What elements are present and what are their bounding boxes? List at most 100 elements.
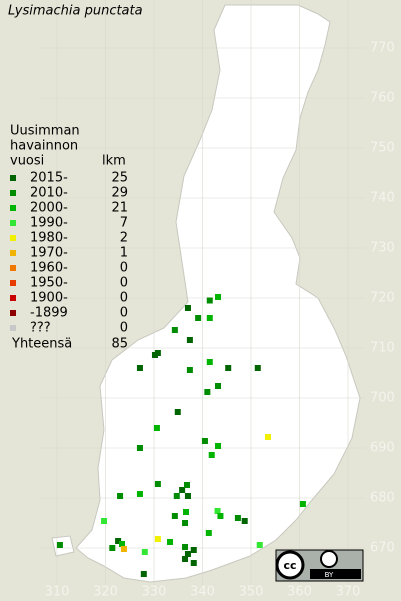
by-icon xyxy=(320,550,338,568)
observation-square xyxy=(136,491,143,497)
legend-count: 7 xyxy=(120,216,128,231)
observation-square xyxy=(217,513,224,519)
observation-square xyxy=(215,294,222,300)
observation-square xyxy=(241,518,248,524)
observation-square xyxy=(141,549,148,555)
legend-label: 1950- xyxy=(30,276,68,291)
x-tick-label: 340 xyxy=(190,585,215,600)
observation-square xyxy=(153,425,160,431)
x-tick-label: 370 xyxy=(336,585,361,600)
legend-label: -1899 xyxy=(30,306,68,321)
y-tick-label: 690 xyxy=(370,441,395,456)
observation-square xyxy=(154,536,161,542)
legend-count: 0 xyxy=(120,276,128,291)
observation-square xyxy=(215,443,222,449)
total: 85 xyxy=(111,337,128,352)
y-tick-label: 760 xyxy=(370,91,395,106)
legend-swatch xyxy=(10,205,16,211)
legend-swatch xyxy=(10,265,16,271)
legend-count-heading: lkm xyxy=(102,154,126,169)
legend-swatch xyxy=(10,280,16,286)
legend-swatch xyxy=(10,220,16,226)
legend-count: 21 xyxy=(111,201,128,216)
cc-text: cc xyxy=(283,559,296,572)
y-tick-label: 670 xyxy=(370,541,395,556)
by-text: BY xyxy=(325,571,334,579)
observation-square xyxy=(186,367,193,373)
legend-label: 1970- xyxy=(30,246,68,261)
legend-label: 2010- xyxy=(30,186,68,201)
aland xyxy=(51,535,75,557)
observation-square xyxy=(173,493,180,499)
y-tick-label: 720 xyxy=(370,291,395,306)
observation-square xyxy=(183,482,190,488)
badge-strip xyxy=(310,569,361,579)
license-badge: cc BY xyxy=(275,549,364,582)
x-tick-label: 320 xyxy=(93,585,118,600)
observation-square xyxy=(195,315,202,321)
legend-heading: havainnon xyxy=(10,139,78,154)
y-tick-label: 680 xyxy=(370,491,395,506)
observation-square xyxy=(190,547,197,553)
legend-label: 1990- xyxy=(30,216,68,231)
observation-square xyxy=(186,337,193,343)
observation-square xyxy=(214,508,221,514)
observation-square xyxy=(254,365,261,371)
observation-square xyxy=(264,434,271,440)
observation-square xyxy=(201,438,208,444)
legend-label: ??? xyxy=(30,321,51,336)
x-tick-label: 350 xyxy=(239,585,264,600)
observation-square xyxy=(206,359,213,365)
legend-label: 1900- xyxy=(30,291,68,306)
observation-square xyxy=(117,493,124,499)
observation-square xyxy=(182,520,189,526)
legend-count: 0 xyxy=(120,261,128,276)
observation-square xyxy=(140,571,147,577)
legend-label: 1960- xyxy=(30,261,68,276)
observation-square xyxy=(190,560,197,566)
observation-square xyxy=(179,487,186,493)
legend-label: 2015- xyxy=(30,171,68,186)
legend-swatch xyxy=(10,325,16,331)
legend-count: 1 xyxy=(120,246,128,261)
observation-square xyxy=(204,389,211,395)
legend-count: 29 xyxy=(111,186,128,201)
observation-square xyxy=(206,297,213,304)
legend-heading: Uusimman xyxy=(10,124,80,139)
observation-square xyxy=(215,383,222,389)
y-tick-label: 700 xyxy=(370,391,395,406)
cc-icon xyxy=(275,550,305,580)
x-tick-label: 360 xyxy=(287,585,312,600)
observation-square xyxy=(101,518,108,524)
observation-square xyxy=(234,515,241,521)
observation-square xyxy=(118,541,125,547)
legend-count: 0 xyxy=(120,291,128,306)
legend-swatch xyxy=(10,295,16,301)
total-label: Yhteensä xyxy=(11,337,72,352)
observation-square xyxy=(182,556,189,562)
finland-outline xyxy=(75,4,361,583)
observation-square xyxy=(184,493,191,499)
observation-square xyxy=(136,445,143,451)
observation-square xyxy=(136,365,143,371)
legend-swatch xyxy=(10,235,16,241)
title: Lysimachia punctata xyxy=(8,4,143,19)
legend-swatch xyxy=(10,250,16,256)
observation-square xyxy=(256,542,263,548)
legend-label: 2000- xyxy=(30,201,68,216)
legend-count: 25 xyxy=(111,171,128,186)
y-tick-label: 710 xyxy=(370,341,395,356)
observation-square xyxy=(184,305,191,311)
observation-square xyxy=(109,545,116,551)
observation-square xyxy=(299,501,306,507)
observation-square xyxy=(208,452,215,458)
observation-square xyxy=(171,327,178,333)
observation-square xyxy=(154,481,161,487)
x-tick-label: 310 xyxy=(45,585,70,600)
x-tick-label: 330 xyxy=(142,585,167,600)
legend-count: 0 xyxy=(120,306,128,321)
legend-count: 0 xyxy=(120,321,128,336)
legend-swatch xyxy=(10,175,16,181)
observation-square xyxy=(56,542,63,548)
